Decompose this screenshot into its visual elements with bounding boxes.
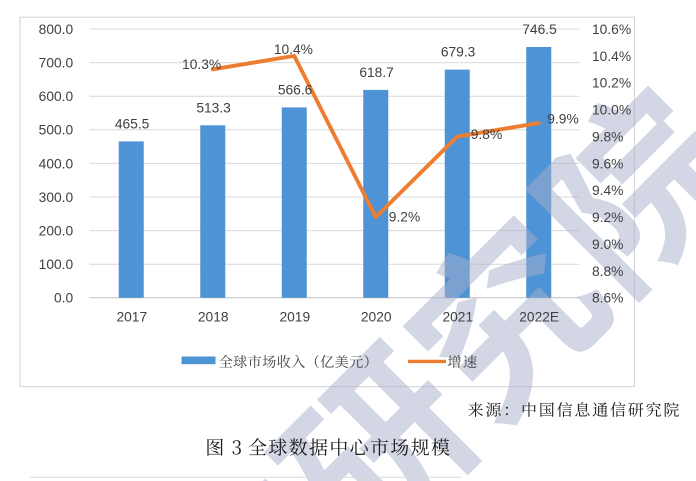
svg-text:9.0%: 9.0% [592,237,623,252]
svg-text:9.9%: 9.9% [547,112,578,127]
svg-text:465.5: 465.5 [115,117,150,132]
svg-text:300.0: 300.0 [39,190,74,205]
svg-text:9.8%: 9.8% [592,129,623,144]
svg-text:200.0: 200.0 [39,224,74,239]
svg-text:10.4%: 10.4% [592,49,631,64]
svg-text:10.2%: 10.2% [592,76,631,91]
svg-text:9.2%: 9.2% [592,210,623,225]
svg-text:9.4%: 9.4% [592,183,623,198]
svg-text:679.3: 679.3 [441,45,476,60]
svg-text:10.4%: 10.4% [274,42,313,57]
svg-text:400.0: 400.0 [39,156,74,171]
svg-text:10.0%: 10.0% [592,103,631,118]
svg-text:2021: 2021 [442,309,473,324]
svg-text:9.2%: 9.2% [389,210,420,225]
svg-text:2018: 2018 [198,309,229,324]
svg-text:100.0: 100.0 [39,257,74,272]
svg-text:2019: 2019 [279,309,310,324]
svg-text:2022E: 2022E [519,309,559,324]
svg-text:500.0: 500.0 [39,123,74,138]
svg-text:9.8%: 9.8% [471,127,502,142]
svg-text:8.8%: 8.8% [592,264,623,279]
svg-text:2017: 2017 [116,309,147,324]
svg-text:700.0: 700.0 [39,56,74,71]
svg-text:8.6%: 8.6% [592,291,623,306]
svg-text:513.3: 513.3 [196,100,231,115]
svg-text:566.6: 566.6 [278,83,313,98]
svg-text:600.0: 600.0 [39,89,74,104]
svg-text:746.5: 746.5 [522,22,557,37]
svg-text:2020: 2020 [361,309,392,324]
svg-text:10.3%: 10.3% [182,57,221,72]
svg-text:10.6%: 10.6% [592,22,631,37]
svg-text:800.0: 800.0 [39,22,74,37]
svg-text:9.6%: 9.6% [592,156,623,171]
svg-text:0.0: 0.0 [54,291,74,306]
svg-text:618.7: 618.7 [359,65,394,80]
